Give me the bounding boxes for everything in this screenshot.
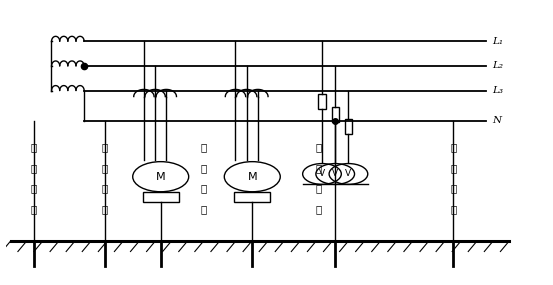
- Text: 地: 地: [450, 204, 456, 214]
- Text: 重: 重: [450, 142, 456, 152]
- Text: 地: 地: [315, 204, 321, 214]
- Text: 保: 保: [201, 142, 207, 152]
- Text: 保: 保: [102, 142, 108, 152]
- Text: V: V: [319, 170, 325, 178]
- Text: L₃: L₃: [492, 86, 503, 95]
- Text: 接: 接: [450, 184, 456, 194]
- Text: L₁: L₁: [492, 37, 503, 46]
- Text: 作: 作: [30, 163, 36, 173]
- Text: 护: 护: [201, 163, 207, 173]
- Bar: [332, 107, 339, 122]
- Text: N: N: [492, 116, 502, 125]
- Text: M: M: [156, 172, 165, 182]
- Text: L₂: L₂: [492, 61, 503, 70]
- Bar: [143, 192, 179, 202]
- Text: 接: 接: [102, 184, 108, 194]
- Text: 接: 接: [315, 184, 321, 194]
- Text: 接: 接: [201, 184, 207, 194]
- Text: 复: 复: [450, 163, 456, 173]
- Bar: [319, 94, 326, 109]
- Text: 护: 护: [102, 163, 108, 173]
- Text: 工: 工: [30, 142, 36, 152]
- Text: M: M: [247, 172, 257, 182]
- Text: 地: 地: [30, 204, 36, 214]
- Text: 工: 工: [315, 142, 321, 152]
- Text: 作: 作: [315, 163, 321, 173]
- Bar: [345, 119, 352, 134]
- Bar: [234, 192, 270, 202]
- Text: 零: 零: [201, 204, 207, 214]
- Text: 地: 地: [102, 204, 108, 214]
- Text: 接: 接: [30, 184, 36, 194]
- Text: V: V: [346, 170, 352, 178]
- Text: V: V: [332, 170, 338, 178]
